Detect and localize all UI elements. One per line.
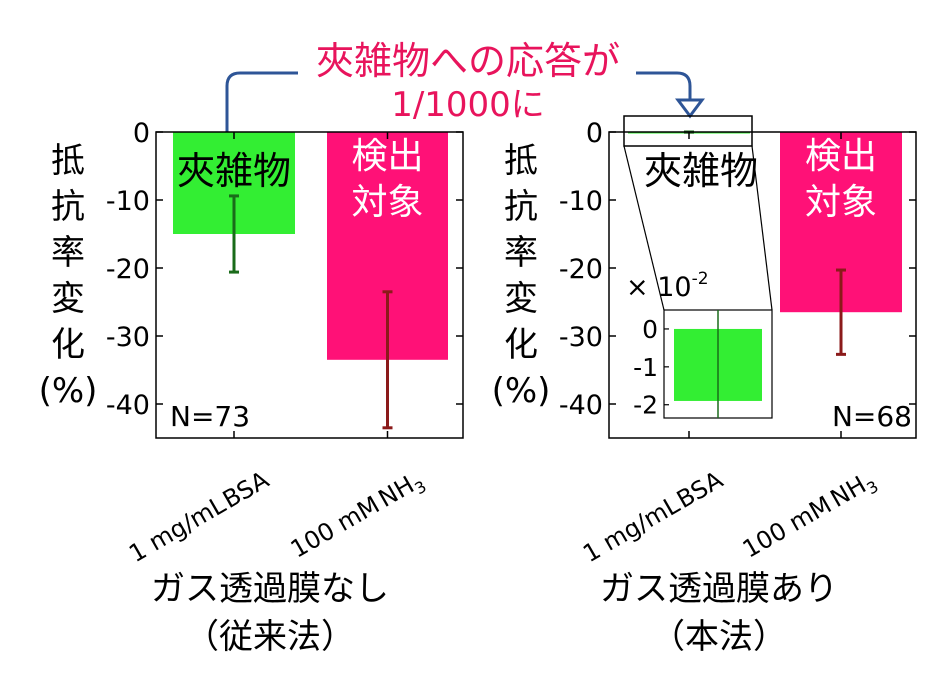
y-tick-label: -20 — [559, 254, 603, 285]
caption-line1: ガス透過膜なし — [151, 569, 389, 609]
y-tick-label: -10 — [106, 186, 150, 217]
caption-line1: ガス透過膜あり — [600, 569, 838, 609]
headline-bg — [298, 38, 636, 80]
y-axis-label: 抵 — [51, 141, 85, 181]
y-tick-label: -30 — [559, 322, 603, 353]
zoom-line — [623, 145, 665, 311]
category-line1: 1 mg/mL — [578, 490, 685, 568]
category-line2: NH3 — [826, 466, 882, 517]
y-tick-label: -40 — [106, 390, 150, 421]
y-axis-label: (%) — [39, 371, 98, 411]
y-axis-label: 変 — [51, 279, 85, 319]
n-label: N=68 — [832, 400, 912, 433]
y-tick-label: -20 — [106, 254, 150, 285]
headline-bg-2 — [384, 82, 550, 122]
y-axis-label: 化 — [51, 325, 85, 365]
inset-tick-label: 0 — [642, 315, 658, 344]
inset-scale-label: × 10-2 — [626, 269, 709, 303]
y-tick-label: 0 — [133, 118, 150, 149]
bar-label-interferent: 夾雑物 — [177, 149, 291, 193]
bar-label-target: 検出 — [805, 136, 877, 177]
y-axis-label: (%) — [492, 371, 551, 411]
category-line2: BSA — [218, 465, 274, 514]
inset-scale-exponent: -2 — [692, 269, 709, 289]
bar-label-target: 対象 — [805, 182, 877, 223]
headline-line2: 1/1000に — [391, 85, 545, 125]
caption-line2: （本法） — [651, 617, 787, 657]
y-tick-label: -30 — [106, 322, 150, 353]
y-axis-label: 抵 — [504, 141, 538, 181]
y-axis-label: 率 — [504, 233, 538, 273]
plot-frame — [155, 131, 464, 439]
y-tick-label: -40 — [559, 390, 603, 421]
y-axis-label: 変 — [504, 279, 538, 319]
y-axis-label: 抗 — [51, 187, 85, 227]
category-subscript: 3 — [411, 477, 429, 499]
category-line1: 1 mg/mL — [124, 490, 231, 568]
category-line1: 100 mM — [286, 491, 384, 564]
inset-tick-label: -1 — [633, 353, 658, 382]
category-line2: NH3 — [374, 466, 430, 517]
y-tick-label: 0 — [586, 118, 603, 149]
category-subscript: 3 — [863, 477, 881, 499]
y-axis-label: 率 — [51, 233, 85, 273]
y-axis-label: 化 — [504, 325, 538, 365]
inset-tick-label: -2 — [633, 391, 658, 420]
bar-label-target: 対象 — [351, 182, 423, 223]
bar-label-target: 検出 — [351, 136, 423, 177]
y-tick-label: -10 — [559, 186, 603, 217]
caption-line2: （従来法） — [185, 617, 355, 657]
y-axis-label: 抗 — [504, 187, 538, 227]
category-line2: BSA — [672, 465, 728, 514]
arrow-head-icon — [675, 98, 705, 119]
plot-frame — [608, 131, 917, 439]
zoom-line — [751, 145, 773, 311]
headline-line1: 夾雑物への応答が — [316, 39, 620, 83]
zoom-box — [623, 115, 753, 147]
bar-label-interferent: 夾雑物 — [644, 149, 758, 193]
category-line1: 100 mM — [738, 491, 836, 564]
n-label: N=73 — [170, 400, 250, 433]
